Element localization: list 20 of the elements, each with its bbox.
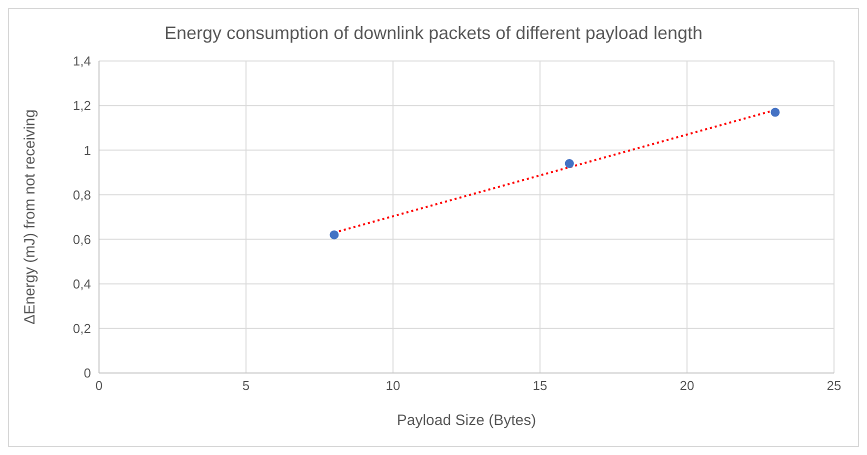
x-tick-label: 25	[826, 378, 842, 394]
point	[330, 230, 339, 240]
point	[564, 159, 574, 168]
x-tick-label: 15	[532, 378, 548, 394]
chart-title: Energy consumption of downlink packets of different payload length	[163, 22, 704, 45]
y-tick-label: 1,4	[72, 54, 91, 69]
y-tick-label: 1,2	[72, 98, 91, 114]
y-tick-label: 0,8	[72, 187, 91, 202]
x-tick-label: 10	[386, 378, 400, 394]
x-tick-label: 5	[242, 378, 250, 394]
y-tick-label: 0,6	[72, 232, 91, 247]
y-tick-label: 0	[84, 366, 91, 381]
y-tick-label: 0,2	[72, 321, 91, 336]
x-tick-label: 20	[680, 378, 694, 394]
point	[770, 108, 780, 117]
x-axis-title: Payload Size (Bytes)	[396, 412, 536, 429]
x-tick-label: 0	[95, 378, 103, 394]
y-tick-label: 0,4	[72, 276, 91, 292]
y-tick-label: 1	[84, 142, 91, 158]
y-axis-title: ΔEnergy (mJ) from not receiving	[21, 109, 38, 325]
